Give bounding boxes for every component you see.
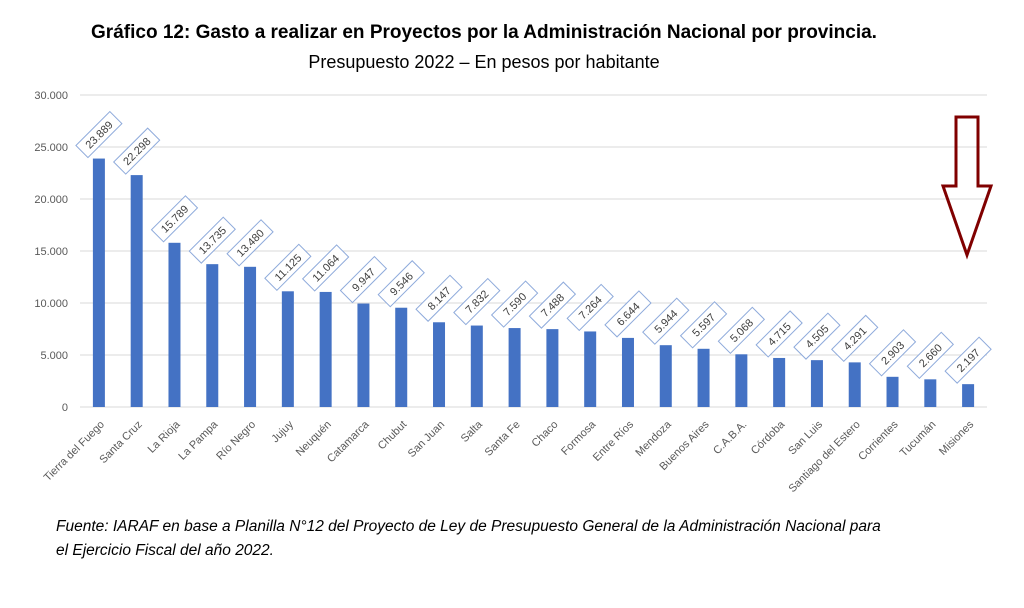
source-line-1: Fuente: IARAF en base a Planilla N°12 de…	[56, 518, 881, 535]
bar	[886, 376, 899, 407]
data-label-box	[226, 219, 274, 267]
x-tick-label: Entre Ríos	[591, 418, 637, 464]
data-label: 7.488	[528, 281, 577, 329]
data-label-box	[944, 336, 992, 384]
data-label: 4.505	[793, 312, 841, 360]
data-label-box	[112, 127, 161, 175]
y-tick-label: 30.000	[34, 90, 68, 102]
bar	[810, 360, 823, 407]
x-tick-label: Córdoba	[749, 418, 788, 457]
data-label-box	[831, 314, 879, 363]
data-label-box	[755, 310, 803, 358]
bar	[962, 384, 975, 407]
x-tick-label: Chaco	[530, 419, 561, 450]
data-label: 4.291	[831, 314, 879, 363]
source-note: Fuente: IARAF en base a Planilla N°12 de…	[56, 515, 956, 563]
x-tick-label: Jujuy	[269, 418, 296, 445]
bar	[395, 307, 408, 407]
x-tick-label: Corrientes	[856, 418, 901, 463]
x-tick-label: La Pampa	[176, 418, 221, 463]
data-label: 7.590	[490, 280, 539, 328]
x-tick-label: La Rioja	[146, 418, 184, 456]
x-tick-label: Tierra del Fuego	[42, 419, 107, 484]
down-arrow-icon	[940, 115, 994, 260]
data-label: 23.889	[75, 110, 123, 159]
x-tick-label: Santiago del Estero	[786, 419, 862, 495]
x-tick-label: Formosa	[559, 418, 599, 458]
y-tick-label: 0	[62, 402, 68, 414]
data-label-box	[528, 281, 577, 329]
bar	[281, 291, 294, 407]
data-label-box	[150, 195, 199, 243]
data-label: 13.480	[226, 219, 274, 267]
data-label-box	[642, 297, 690, 345]
data-label-box	[490, 280, 539, 328]
chart-subtitle: Presupuesto 2022 – En pesos por habitant…	[308, 52, 660, 72]
source-line-2: el Ejercicio Fiscal del año 2022.	[56, 542, 274, 559]
data-label-box	[679, 301, 728, 349]
bar	[206, 264, 219, 407]
x-tick-label: Misiones	[937, 418, 977, 458]
bar	[621, 337, 634, 407]
data-label: 22.298	[112, 127, 161, 175]
bar	[848, 362, 861, 407]
bar	[168, 242, 181, 407]
x-tick-label: San Luis	[786, 418, 825, 457]
bar	[546, 329, 559, 407]
data-label: 15.789	[150, 195, 199, 243]
data-label-box	[604, 290, 652, 338]
y-tick-label: 20.000	[34, 194, 68, 206]
chart-title: Gráfico 12: Gasto a realizar en Proyecto…	[91, 22, 877, 43]
data-label: 11.125	[264, 243, 312, 291]
bar	[584, 331, 597, 407]
x-tick-label: C.A.B.A.	[711, 419, 749, 457]
bar	[773, 357, 786, 407]
data-label: 11.064	[301, 244, 350, 292]
x-tick-label: Catamarca	[325, 418, 372, 465]
y-axis: 0 5.000 10.000 15.000 20.000 25.000 30.000	[34, 90, 68, 414]
bar	[433, 322, 446, 407]
bar	[924, 379, 937, 407]
bar	[92, 158, 105, 407]
data-label-box	[793, 312, 841, 360]
bar	[130, 175, 143, 407]
data-label-box	[264, 243, 312, 291]
bar	[659, 345, 672, 407]
y-tick-label: 5.000	[40, 350, 68, 362]
x-tick-label: Salta	[459, 418, 486, 445]
data-label: 13.735	[188, 216, 236, 264]
x-tick-label: San Juan	[406, 419, 447, 460]
bar	[508, 328, 521, 407]
bar	[470, 325, 483, 407]
arrow-shape	[940, 115, 994, 260]
data-label-box	[339, 255, 388, 304]
data-label-box	[453, 277, 501, 326]
data-label-box	[301, 244, 350, 292]
bar	[244, 266, 257, 407]
data-label-box	[906, 331, 955, 380]
x-tick-label: Chubut	[376, 419, 410, 453]
y-tick-label: 10.000	[34, 298, 68, 310]
bar	[357, 303, 370, 407]
data-label-box	[415, 274, 463, 322]
bar	[735, 354, 748, 407]
data-label-box	[377, 260, 425, 308]
x-tick-label: Tucumán	[898, 419, 939, 460]
x-tick-label: Río Negro	[214, 419, 258, 463]
data-label-box	[717, 306, 766, 354]
bars	[92, 158, 975, 407]
y-tick-label: 25.000	[34, 142, 68, 154]
data-label-box	[188, 216, 236, 264]
data-label: 2.903	[868, 329, 917, 377]
data-label-box	[75, 110, 123, 159]
gridlines	[80, 94, 987, 408]
y-tick-label: 15.000	[34, 246, 68, 258]
bar	[319, 291, 332, 407]
x-tick-label: Santa Fe	[483, 419, 523, 459]
bar	[697, 348, 710, 407]
data-label-box	[566, 283, 614, 332]
data-label-box	[868, 329, 917, 377]
